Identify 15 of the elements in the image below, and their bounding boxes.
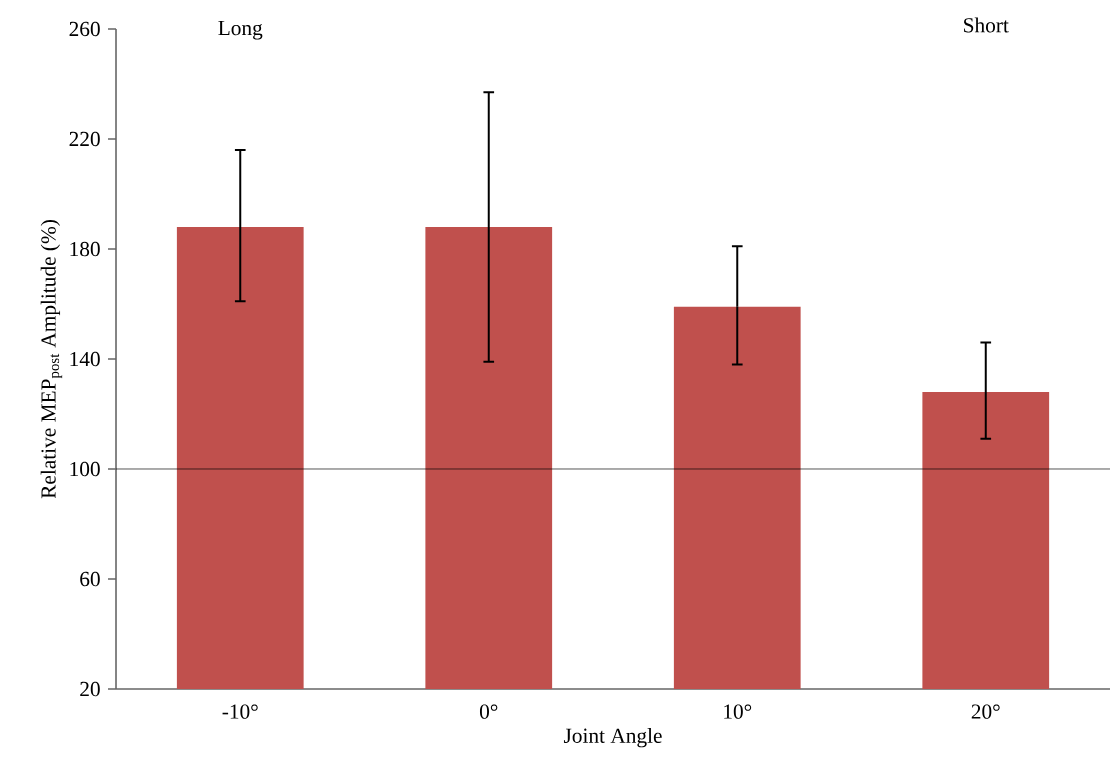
x-tick-label: 10° (724, 704, 752, 719)
y-tick-label: 260 (69, 21, 100, 37)
y-tick-label: 220 (69, 131, 100, 147)
annotation: Short (964, 17, 1009, 33)
x-tick-label: -10° (222, 704, 258, 719)
x-tick-label: 0° (479, 704, 498, 719)
annotation: Long (218, 21, 263, 40)
y-tick-label: 60 (80, 571, 100, 587)
y-tick-label: 100 (70, 461, 100, 477)
y-axis-title: Relative MEP$_{post}$ Amplitude (%) (40, 220, 63, 499)
x-tick-label: 20° (971, 704, 1000, 719)
y-tick-label: 140 (70, 351, 100, 367)
y-tick-label: 180 (70, 241, 100, 257)
y-tick-label: 20 (80, 681, 100, 697)
x-axis-title: Joint Angle (563, 727, 662, 748)
